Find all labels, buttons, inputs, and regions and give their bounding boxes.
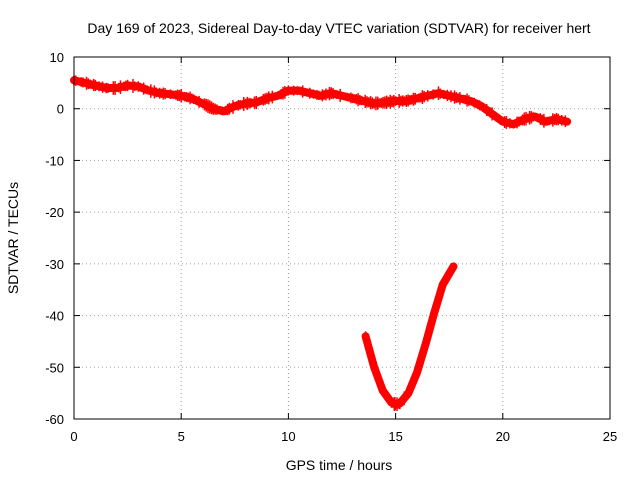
y-tick-label: -40 — [45, 309, 64, 324]
series-main — [70, 75, 572, 129]
x-tick-label: 5 — [178, 429, 185, 444]
series-arc — [361, 262, 458, 412]
plot-frame — [73, 56, 611, 420]
y-tick-label: 0 — [57, 102, 64, 117]
y-tick-label: -60 — [45, 412, 64, 427]
y-axis-label: SDTVAR / TECUs — [5, 182, 21, 294]
x-tick-label: 10 — [281, 429, 295, 444]
y-tick-label: -10 — [45, 153, 64, 168]
y-tick-label: -50 — [45, 360, 64, 375]
data-series — [70, 75, 572, 412]
x-tick-label: 0 — [70, 429, 77, 444]
y-tick-label: -30 — [45, 257, 64, 272]
x-tick-label: 25 — [603, 429, 617, 444]
y-tick-label: 10 — [50, 50, 64, 65]
x-axis-label: GPS time / hours — [286, 457, 393, 473]
y-tick-label: -20 — [45, 205, 64, 220]
chart-title: Day 169 of 2023, Sidereal Day-to-day VTE… — [87, 20, 590, 36]
x-tick-label: 15 — [388, 429, 402, 444]
x-tick-label: 20 — [496, 429, 510, 444]
